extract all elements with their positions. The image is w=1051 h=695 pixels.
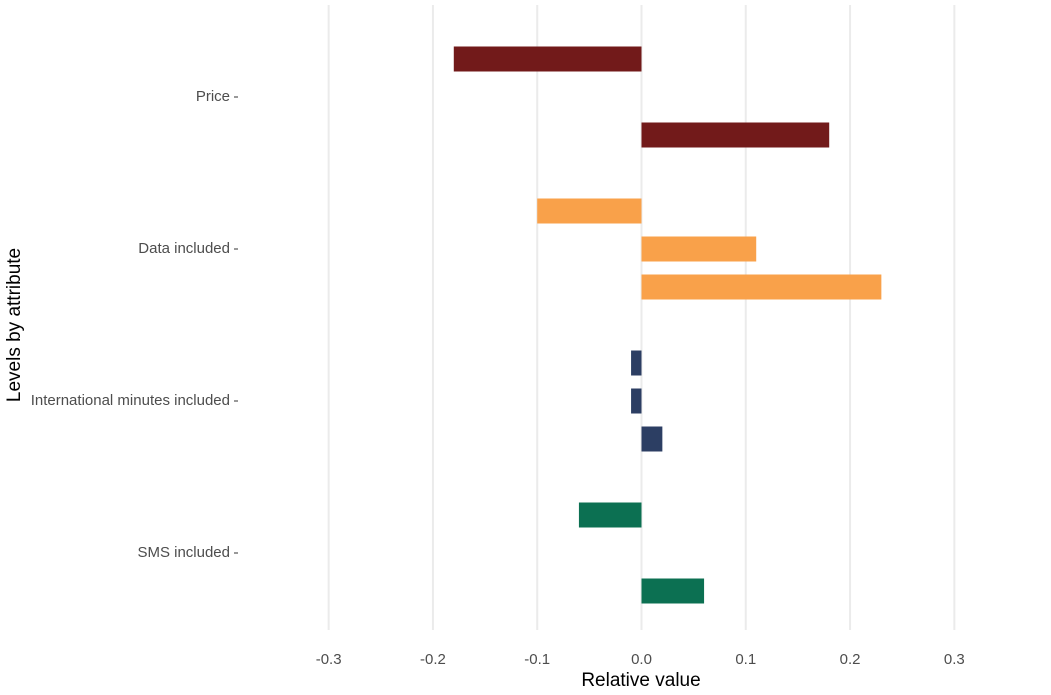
bar (641, 236, 757, 262)
x-tick-label: -0.1 (524, 651, 550, 668)
x-tick-label: 0.2 (840, 651, 861, 668)
y-tick-label: SMS included (137, 544, 230, 561)
x-tick-label: -0.2 (420, 651, 446, 668)
y-axis-title: Levels by attribute (4, 248, 25, 402)
bar (537, 198, 642, 224)
x-tick-label: 0.3 (944, 651, 965, 668)
bar (453, 46, 642, 72)
bar (641, 426, 663, 452)
x-tick-label: 0.0 (631, 651, 652, 668)
bar (641, 122, 830, 148)
y-tick-label: International minutes included (31, 392, 230, 409)
bar (641, 274, 882, 300)
bar (578, 502, 642, 528)
bar (641, 578, 705, 604)
bar (631, 388, 642, 414)
x-axis-title: Relative value (581, 670, 700, 691)
x-tick-label: -0.3 (316, 651, 342, 668)
x-tick-label: 0.1 (735, 651, 756, 668)
y-tick-label: Price (196, 88, 230, 105)
y-tick-label: Data included (138, 240, 230, 257)
bar (631, 350, 642, 376)
